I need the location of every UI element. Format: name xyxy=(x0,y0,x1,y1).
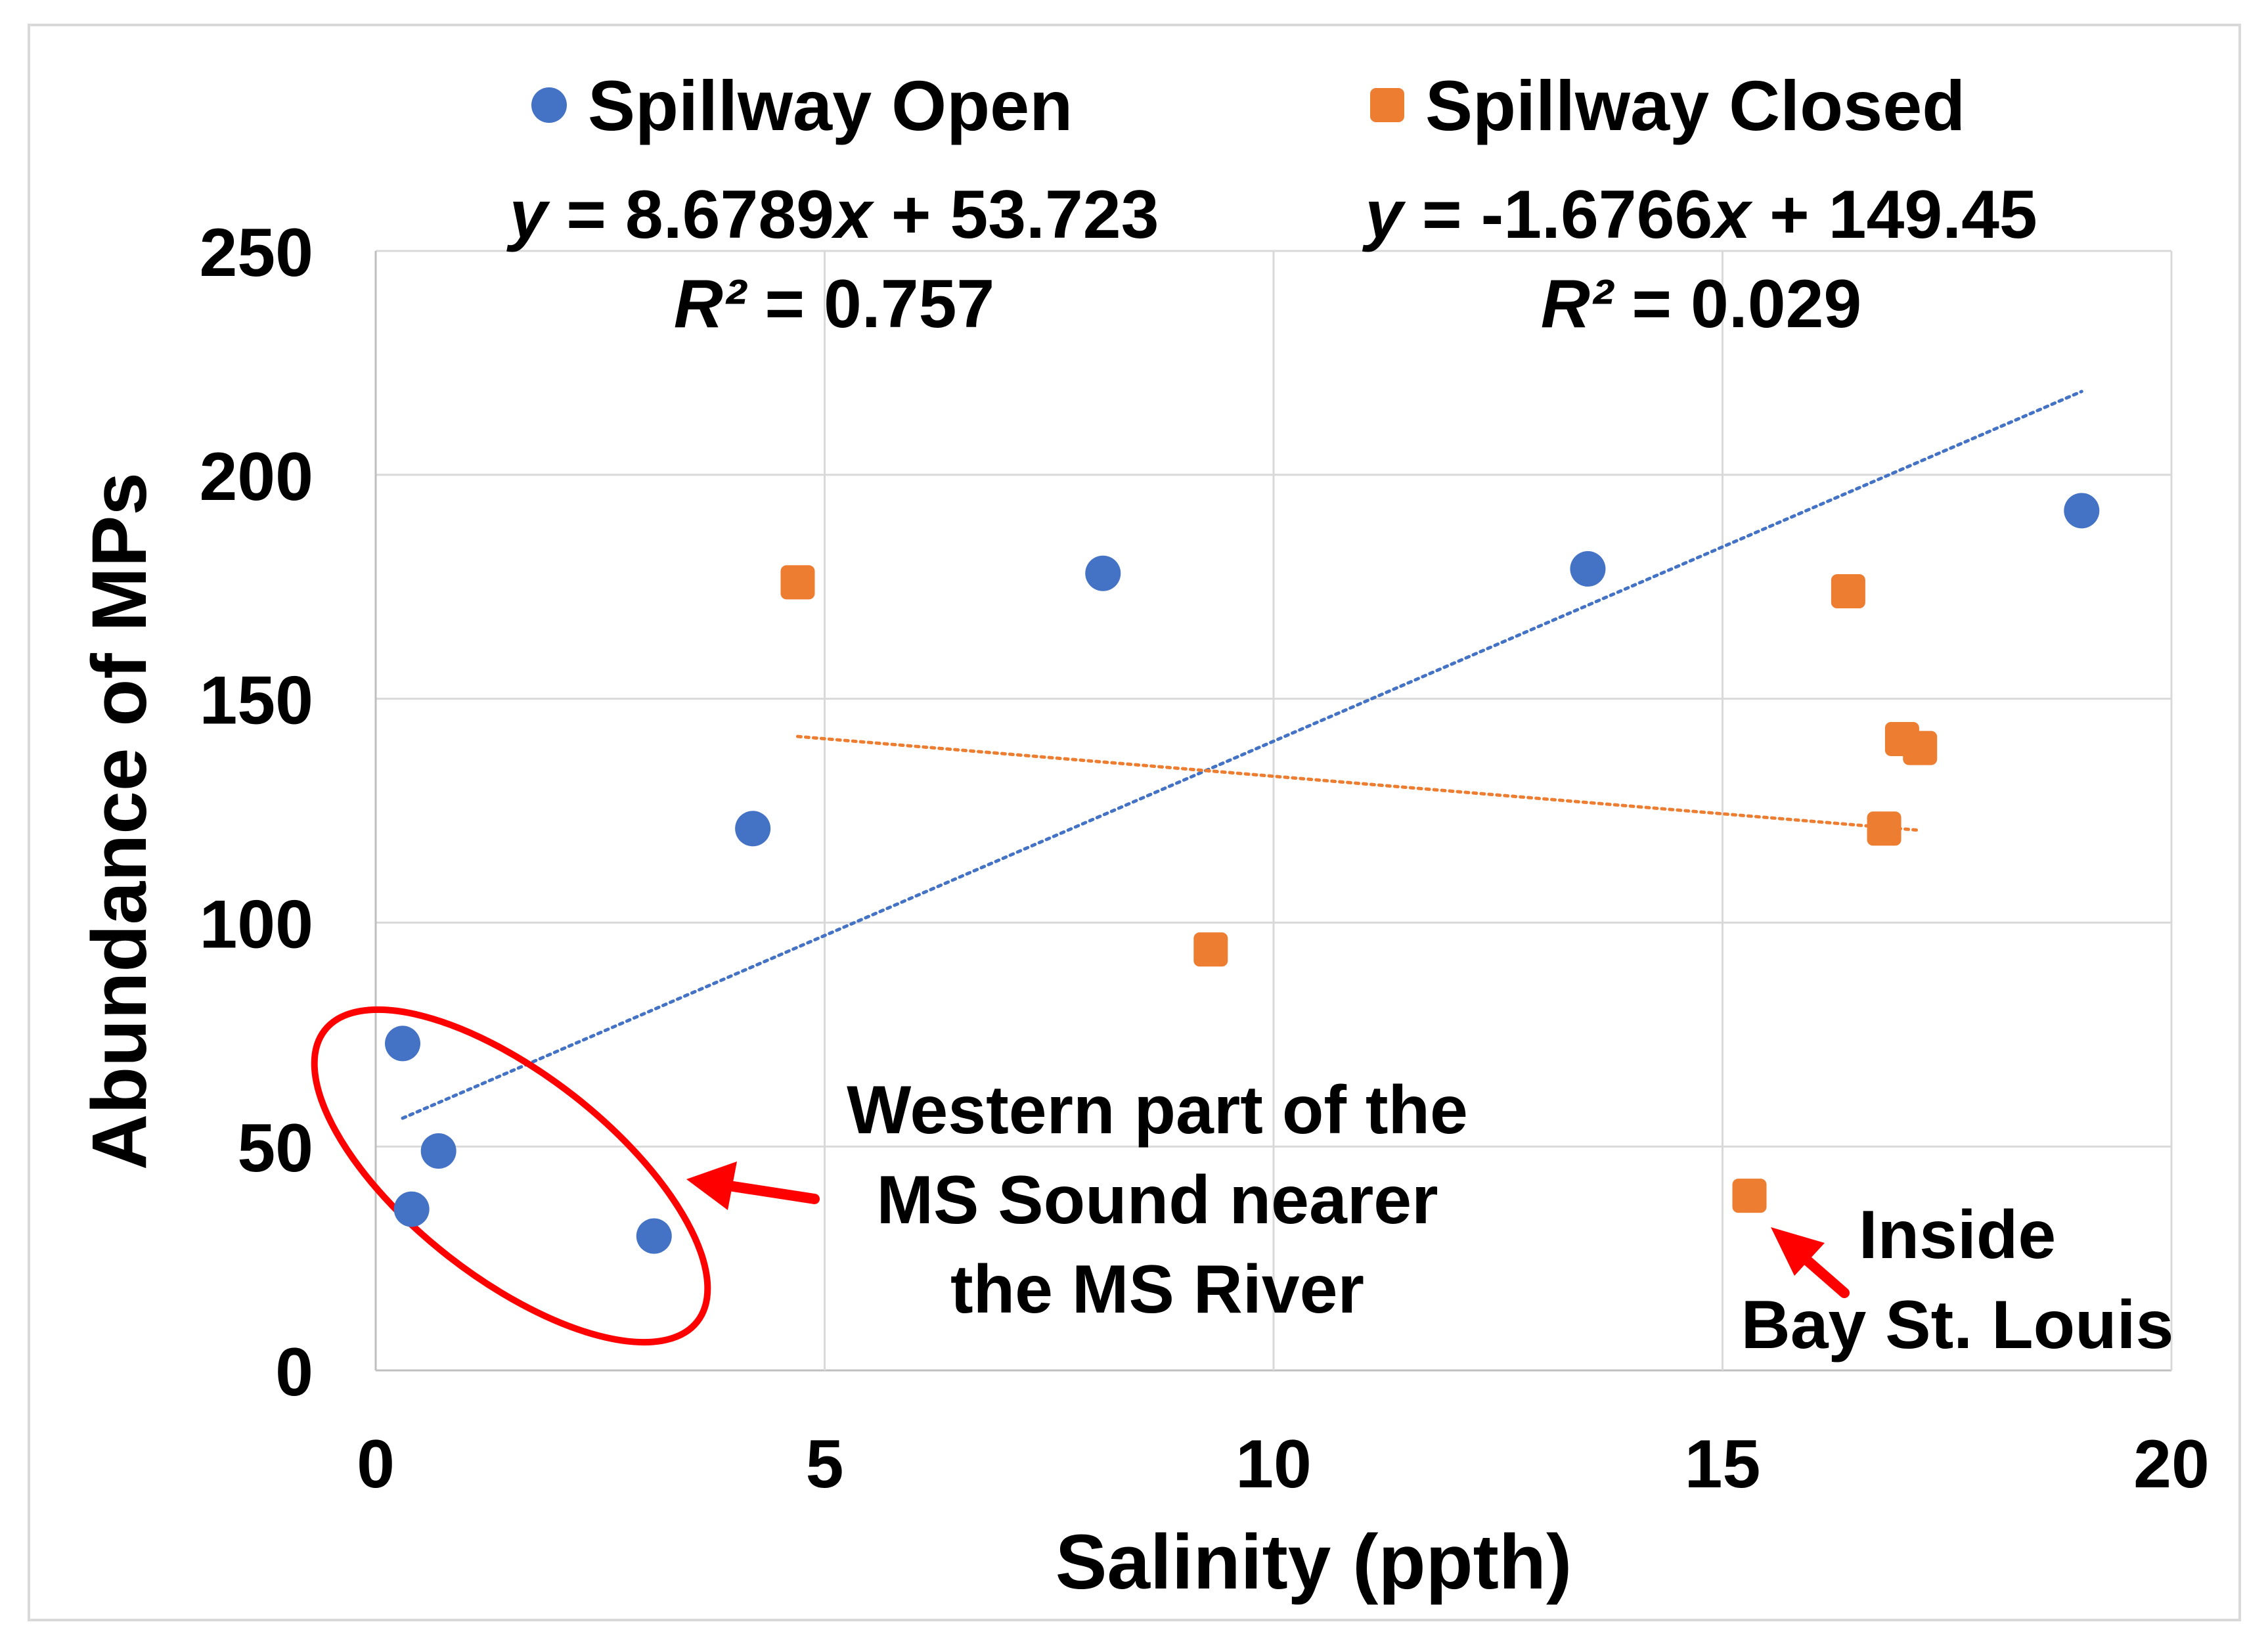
equation-spillway-closed: y = -1.6766x + 149.45 R² = 0.029 xyxy=(1362,177,2037,342)
r2-text-spillway-open: R² = 0.757 xyxy=(674,266,995,342)
chart-frame xyxy=(28,24,2241,1621)
equation-text-spillway-open: y = 8.6789x + 53.723 xyxy=(506,177,1159,253)
data-point-open-3 xyxy=(636,1218,672,1254)
annotation-arrow-western-head xyxy=(686,1161,737,1210)
annotation-ellipse xyxy=(311,1006,711,1346)
annotation-shapes xyxy=(311,1006,1850,1346)
annotation-arrow-bay-head xyxy=(1771,1227,1825,1276)
r2-label: R² xyxy=(674,266,747,342)
equation-x-var: x xyxy=(831,177,875,253)
annotation-western-line-3: the MS River xyxy=(950,1251,1364,1328)
y-tick-label-100: 100 xyxy=(199,886,313,962)
equation-intercept: + 53.723 xyxy=(872,177,1159,253)
r2-label: R² xyxy=(1541,266,1614,342)
annotation-bay-line-2: Bay St. Louis xyxy=(1741,1287,2174,1363)
trendline-spillway-closed xyxy=(795,734,1922,832)
tick-label-layer: 0 50 100 150 200 250 0 5 10 15 20 xyxy=(199,215,2209,1502)
grid-layer xyxy=(374,250,2173,1372)
x-tick-label-0: 0 xyxy=(357,1426,395,1502)
data-point-open-0 xyxy=(385,1025,421,1062)
y-tick-label-200: 200 xyxy=(199,439,313,515)
x-tick-label-5: 5 xyxy=(806,1426,844,1502)
annotation-western: Western part of the MS Sound nearer the … xyxy=(847,1072,1468,1328)
y-axis-title: Abundance of MPs xyxy=(76,472,163,1170)
data-point-closed-1 xyxy=(1193,932,1228,967)
annotation-arrow-western-shaft xyxy=(724,1181,820,1204)
legend-marker-spillway-closed xyxy=(1370,88,1404,122)
data-point-closed-4 xyxy=(1867,811,1901,846)
legend: Spillway Open Spillway Closed xyxy=(531,66,1965,145)
equation-slope: = -1.6766 xyxy=(1403,177,1712,253)
legend-marker-spillway-open xyxy=(531,87,567,123)
data-point-closed-2 xyxy=(1732,1179,1767,1213)
x-tick-label-15: 15 xyxy=(1685,1426,1761,1502)
y-tick-label-150: 150 xyxy=(199,663,313,739)
annotation-western-line-1: Western part of the xyxy=(847,1072,1468,1148)
data-point-closed-6 xyxy=(1903,731,1938,765)
r2-text-spillway-closed: R² = 0.029 xyxy=(1541,266,1862,342)
annotation-bay-line-1: Inside xyxy=(1859,1197,2057,1273)
data-point-closed-0 xyxy=(780,565,815,600)
equation-spillway-open: y = 8.6789x + 53.723 R² = 0.757 xyxy=(506,177,1159,342)
r2-value: = 0.757 xyxy=(745,266,994,342)
equation-y-var: y xyxy=(1362,177,1406,253)
y-tick-label-0: 0 xyxy=(275,1334,313,1410)
data-point-open-7 xyxy=(2064,493,2100,529)
equation-x-var: x xyxy=(1709,177,1753,253)
annotation-arrow-bay-shaft xyxy=(1798,1251,1850,1298)
equation-y-var: y xyxy=(506,177,551,253)
equation-intercept: + 149.45 xyxy=(1750,177,2037,253)
trendline-spillway-open xyxy=(401,390,2083,1120)
r2-value: = 0.029 xyxy=(1612,266,1861,342)
x-axis-title: Salinity (ppth) xyxy=(1056,1519,1572,1606)
data-point-open-6 xyxy=(1570,551,1606,587)
y-tick-label-250: 250 xyxy=(199,215,313,291)
legend-label-spillway-open: Spillway Open xyxy=(588,66,1073,145)
legend-label-spillway-closed: Spillway Closed xyxy=(1425,66,1965,145)
data-point-open-1 xyxy=(393,1191,430,1227)
data-point-open-2 xyxy=(420,1133,456,1169)
x-tick-label-10: 10 xyxy=(1235,1426,1312,1502)
equation-slope: = 8.6789 xyxy=(547,177,834,253)
data-point-layer xyxy=(385,493,2100,1254)
data-point-open-4 xyxy=(735,811,771,847)
y-tick-label-50: 50 xyxy=(237,1110,313,1186)
trendline-layer xyxy=(401,390,2083,1120)
annotation-western-line-2: MS Sound nearer xyxy=(876,1162,1438,1238)
data-point-open-5 xyxy=(1085,555,1121,591)
data-point-closed-3 xyxy=(1831,574,1865,609)
equation-text-spillway-closed: y = -1.6766x + 149.45 xyxy=(1362,177,2037,253)
x-tick-label-20: 20 xyxy=(2133,1426,2210,1502)
annotation-bay-st-louis: Inside Bay St. Louis xyxy=(1741,1197,2174,1363)
